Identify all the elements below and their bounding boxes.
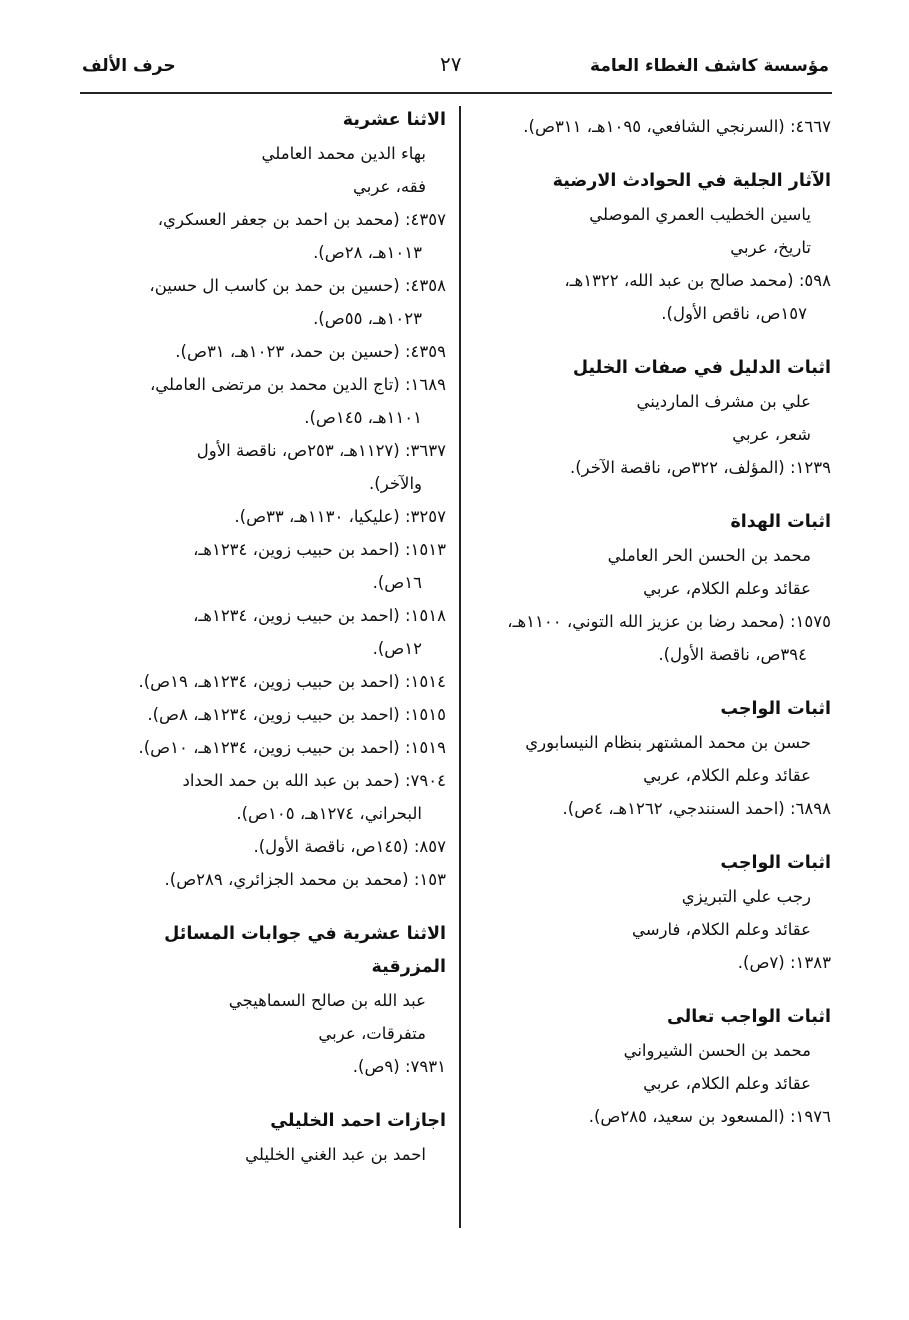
record-line: ٦٨٩٨: (احمد السنندجي، ١٢٦٢هـ، ٤ص). (562, 799, 831, 818)
record-continuation: ١٠١٣هـ، ٢٨ص). (313, 243, 422, 262)
entry-author: بهاء الدين محمد العاملي (261, 144, 426, 163)
catalog-entry: اثبات الواجب رجب علي التبريزي عقائد وعلم ا… (481, 847, 831, 979)
record-line: ١٣٨٣: (٧ص). (737, 953, 831, 972)
record-line: ٣٦٣٧: (١١٢٧هـ، ٢٥٣ص، ناقصة الأول (196, 441, 446, 460)
entry-subject: عقائد وعلم الكلام، عربي (643, 766, 811, 785)
record-line: ١٥١٤: (احمد بن حبيب زوين، ١٢٣٤هـ، ١٩ص). (138, 672, 446, 691)
entry-title: اجازات احمد الخليلي (270, 1111, 446, 1131)
catalog-entry: اثبات الواجب تعالى محمد بن الحسن الشيروان… (481, 1001, 831, 1133)
record-line: ١٥١٨: (احمد بن حبيب زوين، ١٢٣٤هـ، (193, 606, 446, 625)
catalog-entry: اثبات الواجب حسن بن محمد المشتهر بنظام ال… (481, 693, 831, 825)
catalog-entry: الآثار الجلية في الحوادث الارضية ياسين ال… (481, 165, 831, 330)
record-continuation: ١٥٧ص، ناقص الأول). (661, 304, 807, 323)
header-rule (80, 92, 832, 94)
entry-subject: فقه، عربي (353, 177, 426, 196)
catalog-entry: اثبات الهداة محمد بن الحسن الحر العاملي عق… (481, 506, 831, 671)
entry-title: الاثنا عشرية في جوابات المسائل المزرقية (164, 924, 446, 977)
record-line: ١٦٨٩: (تاج الدين محمد بن مرتضى العاملي، (149, 375, 446, 394)
left-column: الاثنا عشرية بهاء الدين محمد العاملي فقه، … (86, 104, 446, 1193)
record-line: ٣٢٥٧: (عليكيا، ١١٣٠هـ، ٣٣ص). (234, 507, 446, 526)
record-line: ٤٣٥٧: (محمد بن احمد بن جعفر العسكري، (157, 210, 446, 229)
record-line: ٤٣٥٨: (حسين بن حمد بن كاسب ال حسين، (149, 276, 446, 295)
record-continuation: البحراني، ١٢٧٤هـ، ١٠٥ص). (236, 804, 422, 823)
entry-author: علي بن مشرف المارديني (636, 392, 811, 411)
lead-record: ٤٦٦٧: (السرنجي الشافعي، ١٠٩٥هـ، ٣١١ص). (523, 117, 831, 136)
entry-author: عبد الله بن صالح السماهيجي (228, 991, 426, 1010)
record-continuation: ١٠٢٣هـ، ٥٥ص). (313, 309, 422, 328)
entry-title: اثبات الواجب (720, 853, 831, 873)
entry-title: الاثنا عشرية (342, 110, 446, 130)
column-divider (459, 106, 461, 1228)
entry-subject: عقائد وعلم الكلام، فارسي (631, 920, 811, 939)
catalog-entry: اثبات الدليل في صفات الخليل علي بن مشرف ا… (481, 352, 831, 484)
entry-title: اثبات الدليل في صفات الخليل (572, 358, 831, 378)
running-header-section: حرف الألف (82, 56, 176, 76)
running-header-publisher: مؤسسة كاشف الغطاء العامة (590, 56, 829, 76)
page-number: ٢٧ (440, 52, 462, 76)
record-line: ١٥٧٥: (محمد رضا بن عزيز الله التوني، ١١٠… (507, 612, 831, 631)
record-continuation: ١٦ص). (372, 573, 422, 592)
right-column: ٤٦٦٧: (السرنجي الشافعي، ١٠٩٥هـ، ٣١١ص). ا… (481, 110, 831, 1155)
record-continuation: ١١٠١هـ، ١٤٥ص). (304, 408, 422, 427)
entry-title: الآثار الجلية في الحوادث الارضية (552, 171, 831, 191)
record-line: ١٥١٣: (احمد بن حبيب زوين، ١٢٣٤هـ، (193, 540, 446, 559)
record-line: ١٥١٩: (احمد بن حبيب زوين، ١٢٣٤هـ، ١٠ص). (138, 738, 446, 757)
record-line: ١٩٧٦: (المسعود بن سعيد، ٢٨٥ص). (588, 1107, 831, 1126)
catalog-entry: الاثنا عشرية في جوابات المسائل المزرقية ع… (86, 918, 446, 1083)
entry-subject: عقائد وعلم الكلام، عربي (643, 579, 811, 598)
entry-title: اثبات الهداة (730, 512, 831, 532)
record-line: ١٥١٥: (احمد بن حبيب زوين، ١٢٣٤هـ، ٨ص). (147, 705, 446, 724)
record-line: ١٥٣: (محمد بن محمد الجزائري، ٢٨٩ص). (164, 870, 446, 889)
record-line: ٧٩٣١: (٩ص). (352, 1057, 446, 1076)
catalog-entry: اجازات احمد الخليلي احمد بن عبد الغني الخ… (86, 1105, 446, 1171)
entry-author: رجب علي التبريزي (681, 887, 811, 906)
entry-subject: عقائد وعلم الكلام، عربي (643, 1074, 811, 1093)
entry-subject: متفرقات، عربي (318, 1024, 426, 1043)
record-line: ١٢٣٩: (المؤلف، ٣٢٢ص، ناقصة الآخر). (569, 458, 831, 477)
entry-subject: شعر، عربي (732, 425, 811, 444)
record-line: ٥٩٨: (محمد صالح بن عبد الله، ١٣٢٢هـ، (564, 271, 831, 290)
record-line: ٤٣٥٩: (حسين بن حمد، ١٠٢٣هـ، ٣١ص). (175, 342, 446, 361)
catalog-entry: الاثنا عشرية بهاء الدين محمد العاملي فقه، … (86, 104, 446, 896)
record-line: ٧٩٠٤: (حمد بن عبد الله بن حمد الحداد (182, 771, 446, 790)
record-continuation: والآخر). (369, 474, 422, 493)
entry-title: اثبات الواجب (720, 699, 831, 719)
entry-author: محمد بن الحسن الحر العاملي (607, 546, 811, 565)
record-continuation: ٣٩٤ص، ناقصة الأول). (658, 645, 807, 664)
entry-author: احمد بن عبد الغني الخليلي (245, 1145, 426, 1164)
entry-title: اثبات الواجب تعالى (666, 1007, 831, 1027)
entry-author: حسن بن محمد المشتهر بنظام النيسابوري (525, 733, 811, 752)
entry-subject: تاريخ، عربي (730, 238, 811, 257)
record-continuation: ١٢ص). (372, 639, 422, 658)
entry-author: محمد بن الحسن الشيرواني (623, 1041, 811, 1060)
record-line: ٨٥٧: (١٤٥ص، ناقصة الأول). (253, 837, 447, 856)
entry-author: ياسين الخطيب العمري الموصلي (589, 205, 811, 224)
